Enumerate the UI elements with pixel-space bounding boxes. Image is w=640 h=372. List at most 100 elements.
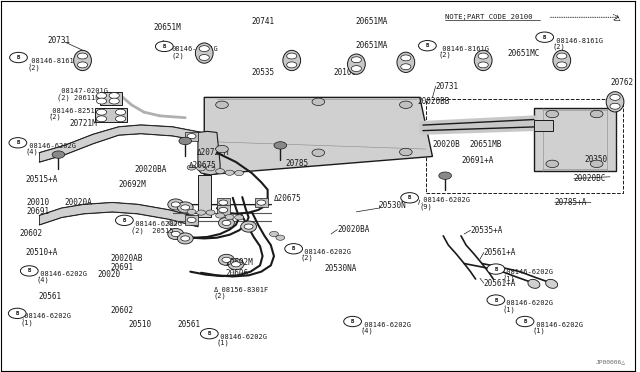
Text: B: B <box>351 319 354 324</box>
Text: B: B <box>16 140 19 145</box>
Circle shape <box>401 64 411 70</box>
Text: ¸08147-0201G: ¸08147-0201G <box>57 87 108 94</box>
Text: 20020AB: 20020AB <box>111 254 143 263</box>
Polygon shape <box>534 109 616 171</box>
Circle shape <box>235 215 244 220</box>
Ellipse shape <box>474 50 492 71</box>
Circle shape <box>312 98 324 106</box>
Circle shape <box>199 55 209 61</box>
Text: 20721M: 20721M <box>70 119 98 128</box>
Text: B: B <box>208 331 211 336</box>
Circle shape <box>52 151 65 158</box>
Text: (2): (2) <box>439 52 452 58</box>
Circle shape <box>216 101 228 109</box>
Text: B: B <box>494 298 497 302</box>
Text: B: B <box>15 311 19 316</box>
Ellipse shape <box>195 43 213 63</box>
Circle shape <box>200 328 218 339</box>
Circle shape <box>487 295 505 305</box>
Text: 20762: 20762 <box>610 78 633 87</box>
Text: 20020B: 20020B <box>433 140 460 149</box>
Text: ¸08146-6202G: ¸08146-6202G <box>36 270 87 277</box>
Text: 20691: 20691 <box>111 263 134 272</box>
Text: B: B <box>123 218 126 223</box>
Text: ¸08146-6202G: ¸08146-6202G <box>360 321 411 328</box>
Circle shape <box>206 210 215 215</box>
Circle shape <box>225 214 234 219</box>
Polygon shape <box>198 131 220 175</box>
Ellipse shape <box>177 233 193 244</box>
Circle shape <box>216 145 228 153</box>
Text: ¸08146-6202G: ¸08146-6202G <box>217 333 268 340</box>
Text: 20651MA: 20651MA <box>355 41 387 50</box>
Text: 20561+A: 20561+A <box>484 279 516 288</box>
Text: ¸08146-8161G: ¸08146-8161G <box>553 37 604 44</box>
Text: 20691+A: 20691+A <box>461 156 493 166</box>
Circle shape <box>235 170 244 176</box>
Bar <box>185 132 198 141</box>
Polygon shape <box>40 125 201 162</box>
Circle shape <box>590 110 603 118</box>
Bar <box>255 198 268 207</box>
Circle shape <box>109 98 119 104</box>
Text: 20692M: 20692M <box>225 258 253 267</box>
Circle shape <box>9 138 27 148</box>
Ellipse shape <box>283 50 301 71</box>
Text: 20350: 20350 <box>584 154 608 164</box>
Bar <box>217 205 230 215</box>
Text: (1): (1) <box>532 327 545 334</box>
Text: (1): (1) <box>502 306 515 312</box>
Circle shape <box>172 231 180 237</box>
Text: (4): (4) <box>360 327 373 334</box>
Circle shape <box>399 148 412 156</box>
Circle shape <box>109 93 119 99</box>
Circle shape <box>269 231 278 237</box>
Text: JP00006△: JP00006△ <box>596 359 626 364</box>
Text: 20651MC: 20651MC <box>508 49 540 58</box>
Text: 20731: 20731 <box>47 36 71 45</box>
Circle shape <box>187 217 196 222</box>
Circle shape <box>10 52 28 62</box>
Text: (1): (1) <box>20 320 33 326</box>
Text: 20510: 20510 <box>128 320 151 329</box>
Text: ¸08146-8161G: ¸08146-8161G <box>439 45 490 52</box>
Ellipse shape <box>218 254 234 265</box>
Text: ¸08146-8251G: ¸08146-8251G <box>48 107 99 114</box>
Text: B: B <box>163 44 166 49</box>
Ellipse shape <box>528 279 540 288</box>
Circle shape <box>312 149 324 157</box>
Circle shape <box>225 170 234 175</box>
Text: NOTE;PART CODE 20100: NOTE;PART CODE 20100 <box>445 14 532 20</box>
Circle shape <box>287 62 297 68</box>
Circle shape <box>419 41 436 51</box>
Polygon shape <box>204 97 433 175</box>
Polygon shape <box>198 175 211 217</box>
Text: 20020BC: 20020BC <box>574 174 606 183</box>
Text: Δ20675: Δ20675 <box>274 195 301 203</box>
Circle shape <box>97 98 107 104</box>
Text: 08146-8161G: 08146-8161G <box>172 46 218 52</box>
Text: Δ¸08156-8301F: Δ¸08156-8301F <box>214 286 269 293</box>
Text: 20020A: 20020A <box>65 198 93 207</box>
Text: 20602: 20602 <box>111 306 134 315</box>
Circle shape <box>187 165 196 170</box>
Text: ¸08146-6202G: ¸08146-6202G <box>131 220 182 227</box>
Circle shape <box>536 32 554 42</box>
Text: B: B <box>408 195 412 200</box>
Ellipse shape <box>168 228 184 240</box>
Text: (4): (4) <box>26 149 38 155</box>
Text: (2): (2) <box>172 53 184 59</box>
Ellipse shape <box>348 54 365 74</box>
Circle shape <box>196 210 205 215</box>
Ellipse shape <box>177 202 193 213</box>
Circle shape <box>516 316 534 327</box>
Text: 20741: 20741 <box>252 17 275 26</box>
Text: 20561: 20561 <box>39 292 62 301</box>
Circle shape <box>219 200 228 205</box>
Circle shape <box>77 53 88 59</box>
Ellipse shape <box>397 52 415 73</box>
Ellipse shape <box>241 221 257 232</box>
Circle shape <box>20 266 38 276</box>
Circle shape <box>187 209 196 214</box>
Text: B: B <box>28 269 31 273</box>
